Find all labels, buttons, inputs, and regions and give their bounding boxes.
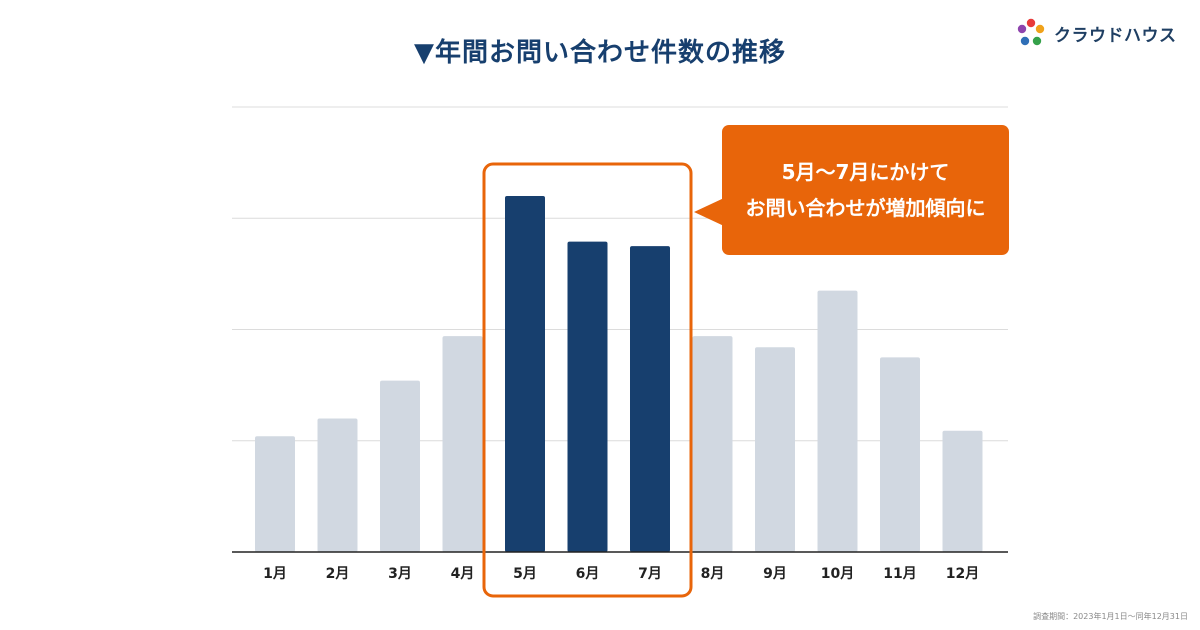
bar — [692, 336, 733, 552]
x-tick-label: 5月 — [513, 566, 537, 582]
bar — [442, 336, 483, 552]
x-tick-label: 3月 — [388, 566, 412, 582]
x-tick-label: 1月 — [263, 566, 287, 582]
callout-line-2: お問い合わせが増加傾向に — [745, 196, 986, 220]
x-tick-label: 11月 — [883, 566, 916, 582]
bar — [255, 436, 295, 552]
survey-period-note: 調査期間：2023年1月1日〜同年12月31日 — [1033, 612, 1188, 621]
bar — [755, 347, 795, 552]
x-tick-label: 4月 — [451, 566, 475, 582]
chart-title: ▼年間お問い合わせ件数の推移 — [414, 38, 786, 68]
x-tick-label: 6月 — [576, 566, 600, 582]
brand-name: クラウドハウス — [1054, 25, 1177, 46]
bar — [817, 290, 858, 552]
x-tick-label: 2月 — [326, 566, 350, 582]
brand-flower-icon — [1017, 18, 1045, 46]
brand-logo: クラウドハウス — [1016, 16, 1177, 50]
bar — [567, 241, 608, 553]
bar — [505, 196, 545, 552]
bar — [880, 357, 920, 552]
callout-pointer — [694, 198, 724, 226]
gridlines — [232, 106, 1008, 442]
x-tick-labels: 1月 2月 3月 4月 5月 6月 7月 8月 9月 10月 11月 12月 — [263, 566, 979, 582]
bar — [317, 418, 358, 552]
bars — [255, 196, 983, 553]
x-tick-label: 12月 — [946, 566, 979, 582]
bar — [942, 430, 983, 552]
bar — [630, 246, 670, 552]
callout-box: 5月〜7月にかけて お問い合わせが増加傾向に — [722, 125, 1009, 255]
x-tick-label: 8月 — [701, 566, 725, 582]
bar — [380, 380, 420, 552]
x-tick-label: 10月 — [821, 566, 854, 582]
highlight-frame — [482, 162, 693, 598]
x-tick-label: 9月 — [763, 566, 787, 582]
x-tick-label: 7月 — [638, 566, 662, 582]
callout-line-1: 5月〜7月にかけて — [781, 160, 950, 184]
